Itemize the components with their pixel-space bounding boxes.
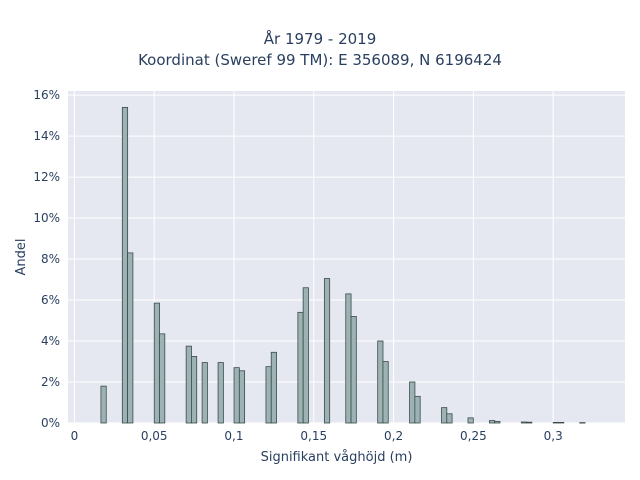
histogram-bar <box>191 355 198 424</box>
y-tick-label: 4% <box>41 334 60 348</box>
x-axis-label: Signifikant våghöjd (m) <box>261 450 413 465</box>
y-tick-label: 14% <box>33 129 60 143</box>
x-tick-label: 0,3 <box>544 429 563 443</box>
histogram-bar <box>265 366 272 424</box>
histogram-bar <box>494 420 501 424</box>
histogram-bar <box>121 106 129 424</box>
y-tick-label: 16% <box>33 88 60 102</box>
chart-title-line-2: Koordinat (Sweref 99 TM): E 356089, N 61… <box>138 51 502 69</box>
y-axis-label: Andel <box>14 239 29 276</box>
x-tick-label: 0 <box>71 429 79 443</box>
x-tick-label: 0,15 <box>300 429 327 443</box>
y-tick-label: 0% <box>41 416 60 430</box>
x-tick-label: 0,25 <box>460 429 487 443</box>
histogram-bar <box>467 417 474 424</box>
histogram-bar <box>552 421 559 424</box>
chart-title-line-1: År 1979 - 2019 <box>263 30 377 48</box>
histogram-bar <box>217 362 224 424</box>
histogram-bar <box>302 287 309 424</box>
histogram-bar <box>520 421 528 424</box>
x-tick-label: 0,2 <box>384 429 403 443</box>
histogram-bar <box>153 302 160 424</box>
y-tick-label: 2% <box>41 375 60 389</box>
histogram-bar <box>558 421 565 424</box>
histogram-bar <box>350 316 357 424</box>
x-tick-label: 0,05 <box>141 429 168 443</box>
histogram-bar <box>345 293 352 424</box>
y-tick-label: 6% <box>41 293 60 307</box>
y-tick-label: 8% <box>41 252 60 266</box>
histogram-bar <box>579 422 586 424</box>
histogram-bar <box>446 413 453 424</box>
histogram-bar <box>409 381 416 424</box>
histogram-bar <box>238 370 246 424</box>
x-tick-label: 0,1 <box>224 429 243 443</box>
histogram-bar <box>441 407 448 424</box>
histogram-bar <box>526 421 533 424</box>
y-tick-label: 12% <box>33 170 60 184</box>
histogram-bar <box>323 278 331 424</box>
histogram-bar <box>201 362 208 424</box>
histogram-bar <box>159 333 166 424</box>
y-tick-label: 10% <box>33 211 60 225</box>
histogram-bar <box>414 395 421 424</box>
histogram-bar <box>297 311 304 424</box>
histogram-bar <box>233 367 240 424</box>
histogram-bar <box>377 340 384 424</box>
histogram-bar <box>270 351 277 424</box>
histogram-bar <box>382 361 389 424</box>
histogram-bar <box>100 385 107 424</box>
histogram-bar <box>127 252 134 424</box>
histogram-bar <box>488 420 496 424</box>
histogram-bar <box>185 345 192 424</box>
